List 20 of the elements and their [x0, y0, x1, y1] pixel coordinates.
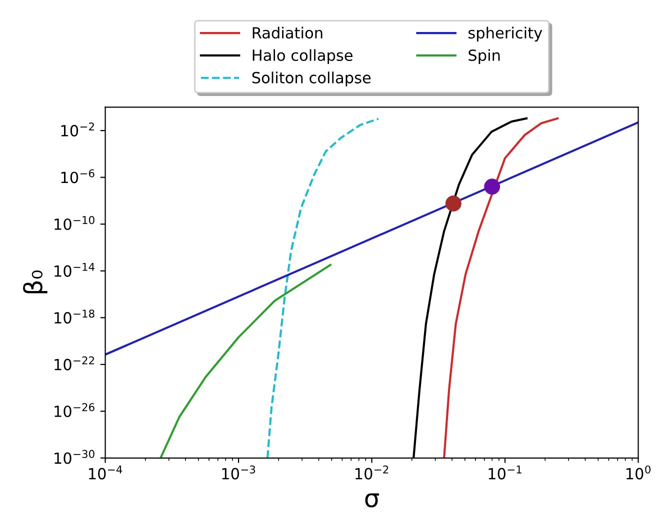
- legend-label: Radiation: [252, 26, 322, 39]
- y-axis-title: β₀: [23, 270, 48, 294]
- x-tick-label: 10$^{−3}$: [222, 465, 256, 480]
- y-tick-label: 10$^{−30}$: [54, 450, 94, 464]
- y-tick-label: 10$^{−18}$: [54, 310, 94, 324]
- x-tick-label: 10$^{−1}$: [488, 466, 522, 480]
- x-tick-label: 10$^{−2}$: [355, 465, 388, 480]
- y-tick-label: 10$^{−6}$: [61, 169, 94, 184]
- y-tick-label: 10$^{−26}$: [54, 403, 94, 418]
- legend-label: Soliton collapse: [252, 72, 371, 86]
- x-tick-label: 10$^{−4}$: [89, 466, 122, 480]
- y-tick-label: 10$^{−10}$: [54, 216, 94, 230]
- legend-label: Halo collapse: [252, 49, 352, 64]
- legend-label: Spin: [468, 49, 500, 64]
- y-tick-label: 10$^{−22}$: [54, 356, 94, 370]
- x-axis-title: σ: [365, 493, 379, 508]
- legend-label: sphericity: [468, 26, 542, 42]
- y-tick-label: 10$^{−2}$: [61, 122, 94, 136]
- x-tick-label: 10$^{0}$: [626, 465, 650, 480]
- y-tick-label: 10$^{−14}$: [54, 262, 94, 277]
